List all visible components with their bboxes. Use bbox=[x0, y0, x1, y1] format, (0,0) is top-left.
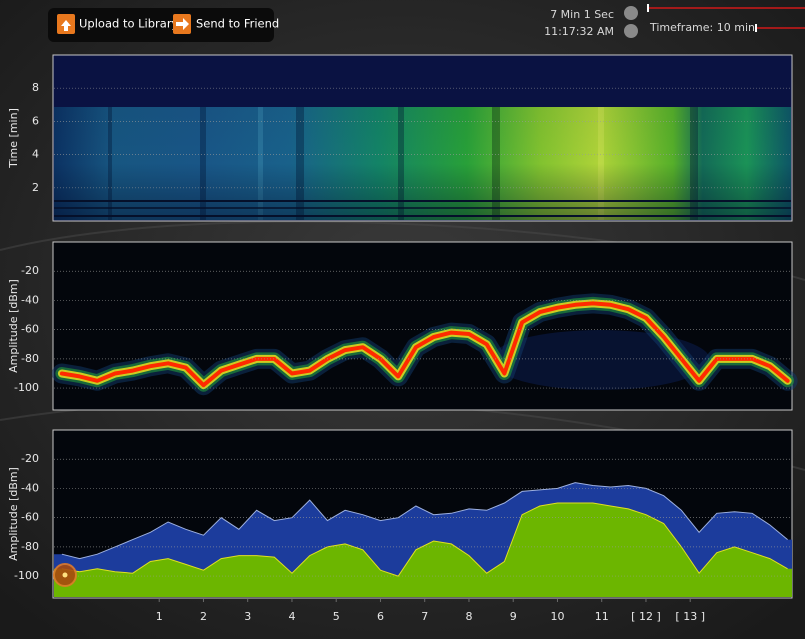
clock-icon[interactable] bbox=[624, 6, 638, 20]
upload-button[interactable]: Upload to Library bbox=[79, 17, 179, 31]
x-tick-label: 10 bbox=[550, 610, 564, 623]
density-trace bbox=[59, 301, 790, 388]
settings-icon[interactable] bbox=[624, 24, 638, 38]
y-tick-label: -40 bbox=[21, 293, 39, 306]
y-tick-label: -60 bbox=[21, 511, 39, 524]
y-tick-label: -60 bbox=[21, 323, 39, 336]
y-tick-label: -80 bbox=[21, 540, 39, 553]
y-axis-title: Amplitude [dBm] bbox=[7, 279, 20, 373]
x-tick-label: [ 12 ] bbox=[631, 610, 661, 623]
y-axis-title: Amplitude [dBm] bbox=[7, 467, 20, 561]
x-tick-label: 2 bbox=[200, 610, 207, 623]
clock-time: 11:17:32 AM bbox=[544, 25, 614, 38]
density-panel bbox=[52, 241, 793, 411]
send-arrow bbox=[176, 18, 189, 30]
toolbar bbox=[48, 8, 274, 42]
marker-dot bbox=[62, 572, 68, 578]
upload-arrow bbox=[61, 20, 71, 31]
series-area bbox=[54, 503, 792, 597]
send-button[interactable]: Send to Friend bbox=[196, 17, 279, 31]
x-tick-label: 11 bbox=[595, 610, 609, 623]
series-edge bbox=[61, 502, 788, 577]
x-tick-label: 6 bbox=[377, 610, 384, 623]
y-tick-label: 6 bbox=[32, 114, 39, 127]
y-axis-title: Time [min] bbox=[7, 108, 20, 169]
y-tick-label: -40 bbox=[21, 481, 39, 494]
y-tick-label: -100 bbox=[14, 569, 39, 582]
density-haze bbox=[490, 330, 710, 390]
x-tick-label: 1 bbox=[156, 610, 163, 623]
marker-icon[interactable] bbox=[53, 563, 77, 587]
x-tick-label: 8 bbox=[465, 610, 472, 623]
waterfall-shade bbox=[54, 107, 791, 220]
x-tick-label: 5 bbox=[333, 610, 340, 623]
y-tick-label: 8 bbox=[32, 81, 39, 94]
y-tick-label: 4 bbox=[32, 148, 39, 161]
elapsed-time: 7 Min 1 Sec bbox=[550, 8, 614, 21]
series-edge bbox=[61, 482, 788, 560]
x-tick-label: 4 bbox=[288, 610, 295, 623]
y-tick-label: 2 bbox=[32, 181, 39, 194]
x-tick-label: 3 bbox=[244, 610, 251, 623]
y-tick-label: -100 bbox=[14, 381, 39, 394]
timeframe-label: Timeframe: 10 min bbox=[649, 21, 755, 34]
y-tick-label: -80 bbox=[21, 352, 39, 365]
x-tick-label: 7 bbox=[421, 610, 428, 623]
x-tick-label: 9 bbox=[510, 610, 517, 623]
y-tick-label: -20 bbox=[21, 452, 39, 465]
x-tick-label: [ 13 ] bbox=[675, 610, 705, 623]
y-tick-label: -20 bbox=[21, 264, 39, 277]
